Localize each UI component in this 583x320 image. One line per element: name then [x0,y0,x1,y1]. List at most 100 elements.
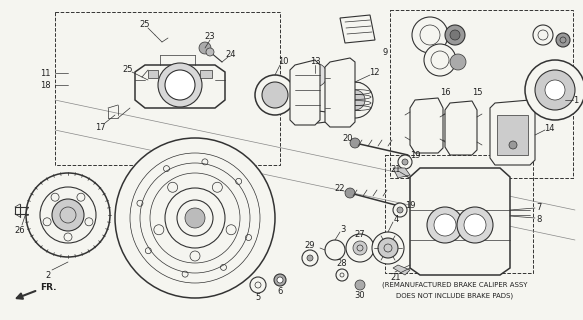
Text: DOES NOT INCLUDE BRAKE PADS): DOES NOT INCLUDE BRAKE PADS) [396,293,514,299]
Bar [385,155,533,273]
Circle shape [85,218,93,226]
Circle shape [165,188,225,248]
Circle shape [509,141,517,149]
Polygon shape [340,15,375,43]
Circle shape [445,25,465,45]
Circle shape [206,48,214,56]
Text: 7: 7 [536,203,542,212]
Circle shape [450,54,466,70]
Text: 9: 9 [382,47,388,57]
Polygon shape [148,70,158,78]
Circle shape [337,82,373,118]
Circle shape [372,232,404,264]
Bar [295,75,335,117]
Polygon shape [393,265,410,275]
Circle shape [303,63,327,87]
Ellipse shape [295,69,335,81]
Polygon shape [290,60,320,125]
Bar [390,10,573,178]
Text: 8: 8 [536,214,542,223]
Circle shape [190,251,200,261]
Circle shape [168,182,178,192]
Text: 14: 14 [544,124,554,132]
Text: 5: 5 [255,293,261,302]
Circle shape [26,173,110,257]
Circle shape [52,199,84,231]
Circle shape [336,269,348,281]
Text: 1: 1 [573,95,578,105]
Circle shape [350,138,360,148]
Circle shape [64,233,72,241]
Text: 25: 25 [140,20,150,28]
Circle shape [424,44,456,76]
Circle shape [346,234,374,262]
Polygon shape [410,168,510,275]
Circle shape [353,241,367,255]
Text: 26: 26 [15,226,25,235]
Circle shape [427,207,463,243]
Circle shape [307,255,313,261]
Polygon shape [325,58,355,127]
Circle shape [457,207,493,243]
Circle shape [325,240,345,260]
Text: 13: 13 [310,57,320,66]
Circle shape [165,70,195,100]
Text: 19: 19 [410,150,420,159]
Circle shape [450,30,460,40]
Circle shape [154,225,164,235]
Circle shape [345,90,365,110]
Circle shape [115,138,275,298]
Text: 11: 11 [40,68,50,77]
Circle shape [226,225,236,235]
Text: 25: 25 [123,65,134,74]
Text: (REMANUFACTURED BRAKE CALIPER ASSY: (REMANUFACTURED BRAKE CALIPER ASSY [382,282,528,288]
Circle shape [355,280,365,290]
Circle shape [397,207,403,213]
Circle shape [393,203,407,217]
Text: 24: 24 [226,50,236,59]
Circle shape [51,193,59,201]
Text: 4: 4 [394,214,399,223]
Polygon shape [200,70,212,78]
Text: 28: 28 [337,259,347,268]
Text: 10: 10 [278,57,288,66]
Text: 19: 19 [405,201,415,210]
Circle shape [158,63,202,107]
Text: 15: 15 [472,87,482,97]
Circle shape [262,82,288,108]
Circle shape [398,155,412,169]
Circle shape [525,60,583,120]
Polygon shape [490,100,535,165]
Text: 6: 6 [278,287,283,297]
Polygon shape [393,168,410,178]
Circle shape [185,208,205,228]
Text: 30: 30 [354,291,366,300]
Text: 2: 2 [45,270,51,279]
Bar [497,115,528,155]
Circle shape [535,70,575,110]
Text: 27: 27 [354,229,366,238]
Circle shape [43,218,51,226]
Bar [55,12,280,165]
Polygon shape [445,101,477,155]
Circle shape [402,159,408,165]
Circle shape [434,214,456,236]
Text: 3: 3 [340,225,346,234]
Text: 21: 21 [391,164,401,173]
Circle shape [378,238,398,258]
Circle shape [533,25,553,45]
Circle shape [212,182,222,192]
Text: FR.: FR. [40,283,56,292]
Circle shape [302,250,318,266]
Circle shape [464,214,486,236]
Text: 18: 18 [40,81,50,90]
Polygon shape [410,98,443,153]
Circle shape [556,33,570,47]
Text: 12: 12 [369,68,380,76]
Text: 22: 22 [335,183,345,193]
Circle shape [250,277,266,293]
Text: 29: 29 [305,241,315,250]
Text: 21: 21 [391,273,401,282]
Text: 23: 23 [205,31,215,41]
Circle shape [77,193,85,201]
